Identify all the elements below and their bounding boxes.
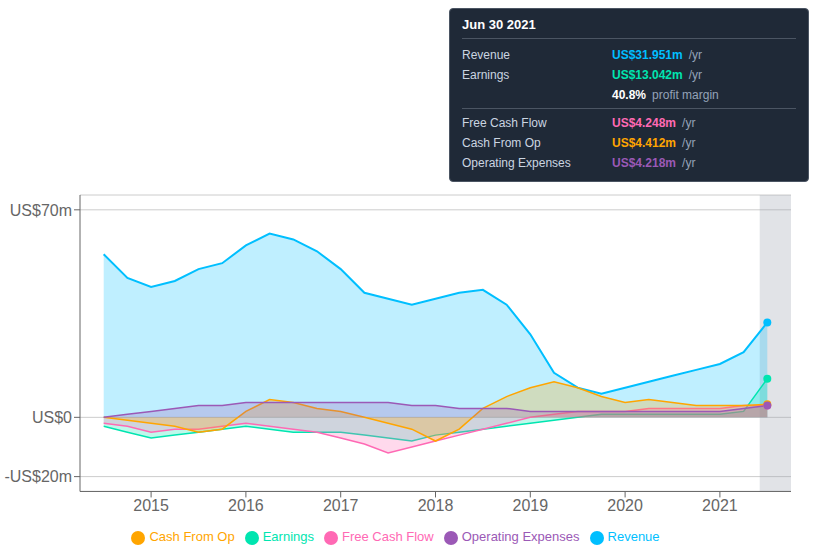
svg-text:2018: 2018: [418, 497, 454, 514]
svg-text:2016: 2016: [228, 497, 264, 514]
svg-text:2020: 2020: [607, 497, 643, 514]
svg-text:2019: 2019: [513, 497, 549, 514]
html-text:Jun 30 2021: Jun 30 2021: [462, 17, 536, 32]
html-text:Revenue: Revenue: [607, 529, 660, 545]
html-text:US$4.248m: US$4.248m: [612, 116, 676, 130]
html-text:40.8%: 40.8%: [612, 88, 646, 102]
svg-text:US$0: US$0: [32, 409, 72, 426]
html-text:/yr: /yr: [682, 156, 696, 170]
html-text:US$31.951m: US$31.951m: [612, 48, 683, 62]
html-text:US$4.412m: US$4.412m: [612, 136, 676, 150]
html-text:Operating Expenses: Operating Expenses: [462, 156, 571, 170]
html-text:Cash From Op: Cash From Op: [149, 529, 235, 545]
html-text:profit margin: profit margin: [652, 88, 719, 102]
svg-text:-US$20m: -US$20m: [8, 468, 72, 485]
html-text:/yr: /yr: [682, 116, 696, 130]
html-text:US$4.218m: US$4.218m: [612, 156, 676, 170]
html-text:Free Cash Flow: Free Cash Flow: [342, 529, 434, 545]
html-text:Cash From Op: Cash From Op: [462, 136, 541, 150]
html-text:/yr: /yr: [688, 48, 703, 62]
html-text:Free Cash Flow: Free Cash Flow: [462, 116, 547, 130]
html-text:Earnings: Earnings: [462, 68, 510, 82]
svg-text:US$70m: US$70m: [10, 202, 72, 219]
svg-text:2021: 2021: [702, 497, 738, 514]
svg-text:2017: 2017: [323, 497, 359, 514]
html-text:Operating Expenses: Operating Expenses: [461, 529, 580, 545]
html-text:Earnings: Earnings: [262, 529, 314, 545]
html-text:/yr: /yr: [682, 136, 696, 150]
html-text:Revenue: Revenue: [462, 48, 510, 62]
svg-text:2015: 2015: [133, 497, 169, 514]
html-text:US$13.042m: US$13.042m: [612, 68, 683, 82]
html-text:/yr: /yr: [688, 68, 703, 82]
